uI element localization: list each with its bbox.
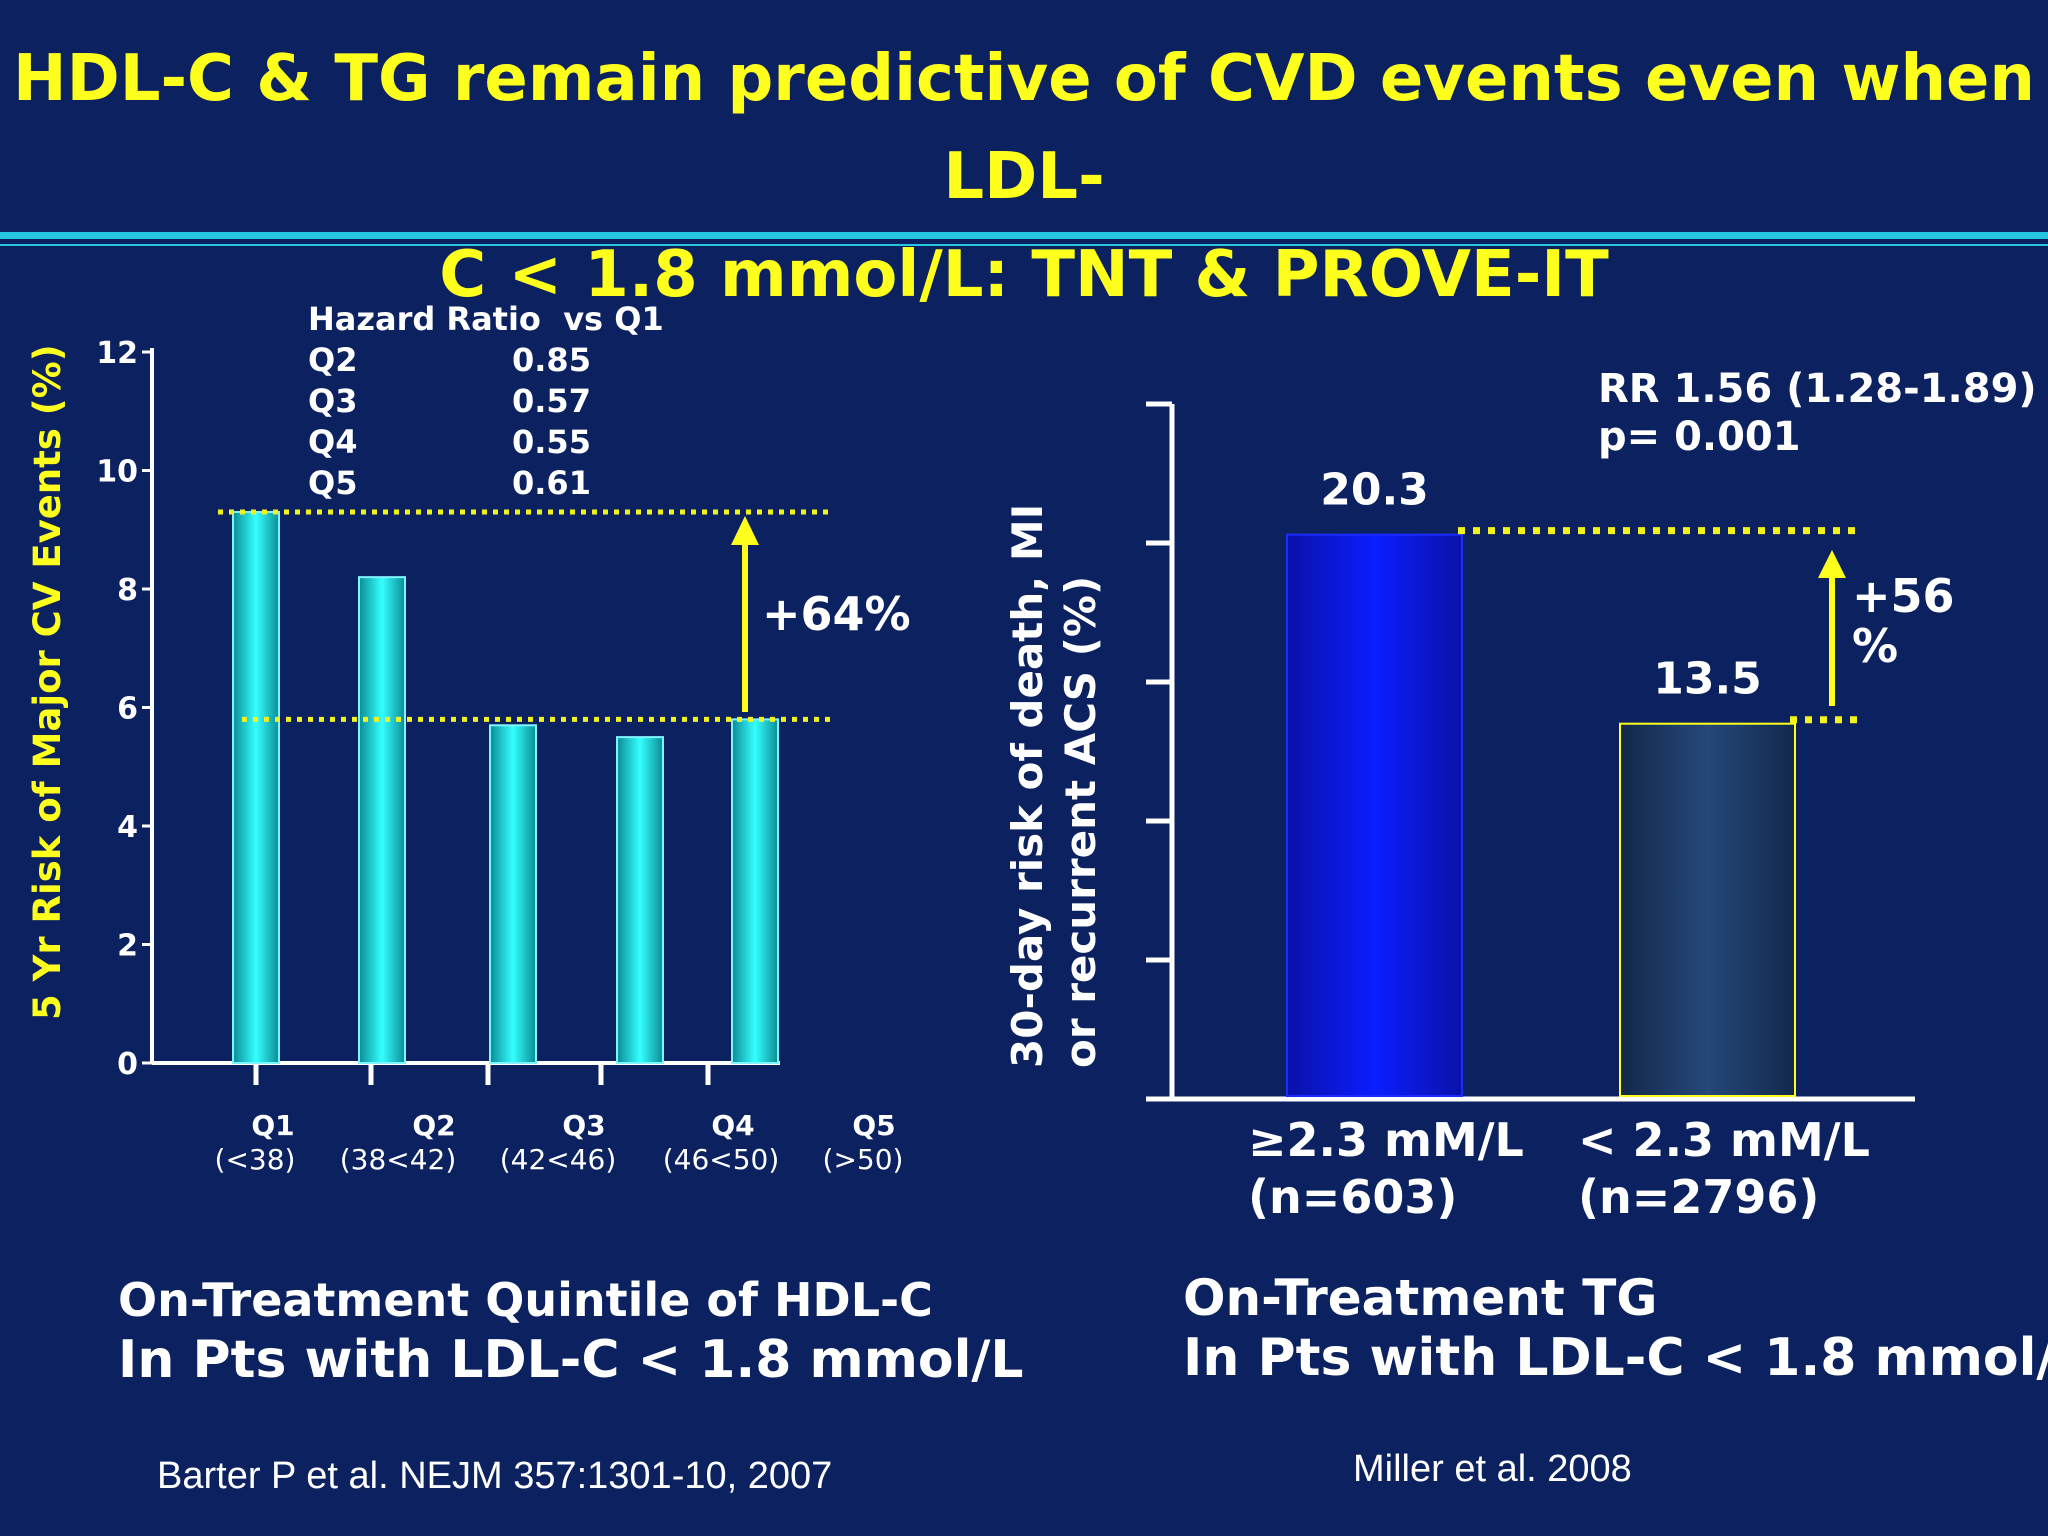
left-y-axis-label: 5 Yr Risk of Major CV Events (%) xyxy=(26,344,69,1020)
left-y-tick-label: 4 xyxy=(117,810,138,845)
right-value-label: 20.3 xyxy=(1320,465,1429,516)
left-x-category-sublabel: (46<50) xyxy=(663,1143,780,1176)
slide-title-line2: C < 1.8 mmol/L: TNT & PROVE-IT xyxy=(439,238,1609,312)
title-rule xyxy=(0,232,2048,239)
right-x-category-label: < 2.3 mM/L xyxy=(1578,1113,1870,1167)
right-caption: On-Treatment TG In Pts with LDL-C < 1.8 … xyxy=(1183,1268,2048,1388)
rr-line1: RR 1.56 (1.28-1.89) xyxy=(1598,366,2037,412)
left-y-tick-label: 10 xyxy=(96,455,138,490)
left-axes: 0 2 4 6 8 10 12 xyxy=(96,336,780,1085)
right-y-axis-label-line1: 30-day risk of death, MI xyxy=(1003,504,1052,1068)
hr-row-q3-value: 0.57 xyxy=(512,382,591,420)
left-x-category-label: Q3 xyxy=(562,1109,605,1142)
right-x-labels: ≥2.3 mM/L(n=603) < 2.3 mM/L(n=2796) xyxy=(1248,1113,1870,1224)
right-annotation: +56 % xyxy=(1852,569,1955,673)
left-annotation: +64% xyxy=(762,587,911,641)
left-chart: 5 Yr Risk of Major CV Events (%) 0 2 4 6 8 10… xyxy=(26,300,911,1176)
left-caption-line2: In Pts with LDL-C < 1.8 mmol/L xyxy=(118,1330,1024,1390)
slide-title-line1: HDL-C & TG remain predictive of CVD even… xyxy=(13,42,2035,214)
left-bar xyxy=(616,736,664,1064)
left-bar xyxy=(731,718,779,1064)
hr-row-q4-value: 0.55 xyxy=(512,423,591,461)
left-bar xyxy=(489,724,537,1065)
left-bar xyxy=(358,576,406,1065)
hr-table: Hazard Ratio vs Q1 Q2 0.85 Q3 0.57 Q4 0.… xyxy=(308,300,664,502)
right-caption-line1: On-Treatment TG xyxy=(1183,1269,1658,1327)
left-caption-line1: On-Treatment Quintile of HDL-C xyxy=(118,1273,933,1327)
left-bar xyxy=(232,510,280,1065)
right-annotation-line2: % xyxy=(1852,619,1898,673)
hr-row-q2-value: 0.85 xyxy=(512,341,591,379)
right-x-category-sublabel: (n=2796) xyxy=(1578,1170,1819,1224)
left-reference-lines xyxy=(218,509,832,722)
hr-row-q2-label: Q2 xyxy=(308,341,357,379)
left-x-labels: Q1(<38) Q2(38<42) Q3(42<46) Q4(46<50) Q5(>50… xyxy=(215,1109,904,1176)
left-x-category-sublabel: (42<46) xyxy=(500,1143,617,1176)
left-y-tick-label: 2 xyxy=(117,929,138,964)
right-axes xyxy=(1146,401,1915,1102)
right-bar xyxy=(1286,533,1463,1097)
title-rule-thin xyxy=(0,244,2048,246)
left-bars xyxy=(232,510,779,1065)
hr-row-q4-label: Q4 xyxy=(308,423,357,461)
left-x-category-label: Q4 xyxy=(711,1109,754,1142)
left-citation: Barter P et al. NEJM 357:1301-10, 2007 xyxy=(157,1455,833,1497)
left-arrow xyxy=(731,516,759,712)
rr-stats: RR 1.56 (1.28-1.89) p= 0.001 xyxy=(1598,366,2037,460)
left-y-tick-label: 8 xyxy=(117,573,138,608)
right-annotation-line1: +56 xyxy=(1852,569,1955,623)
left-x-category-sublabel: (38<42) xyxy=(340,1143,457,1176)
right-bar xyxy=(1619,722,1796,1097)
right-value-labels: 20.3 13.5 xyxy=(1320,465,1762,705)
hr-table-header: Hazard Ratio vs Q1 xyxy=(308,300,664,338)
right-bars xyxy=(1286,533,1796,1097)
right-arrow xyxy=(1818,550,1846,706)
hr-row-q3-label: Q3 xyxy=(308,382,357,420)
left-x-category-label: Q5 xyxy=(852,1109,895,1142)
slide-title: HDL-C & TG remain predictive of CVD even… xyxy=(0,30,2048,324)
rr-line2: p= 0.001 xyxy=(1598,414,1801,460)
right-y-axis-label: 30-day risk of death, MI or recurrent AC… xyxy=(1003,504,1105,1068)
right-citation: Miller et al. 2008 xyxy=(1353,1448,1632,1490)
right-y-axis-label-line2: or recurrent ACS (%) xyxy=(1056,576,1105,1068)
right-x-category-sublabel: (n=603) xyxy=(1248,1170,1457,1224)
right-chart: 30-day risk of death, MI or recurrent AC… xyxy=(1003,366,2037,1224)
hr-row-q5-value: 0.61 xyxy=(512,464,591,502)
left-caption: On-Treatment Quintile of HDL-C In Pts wi… xyxy=(118,1270,1024,1390)
left-y-tick-label: 0 xyxy=(117,1047,138,1082)
right-value-label: 13.5 xyxy=(1653,654,1762,705)
left-x-category-sublabel: (>50) xyxy=(823,1143,904,1176)
left-x-category-label: Q2 xyxy=(412,1109,455,1142)
hr-row-q5-label: Q5 xyxy=(308,464,357,502)
left-y-tick-label: 12 xyxy=(96,336,138,371)
left-y-tick-label: 6 xyxy=(117,692,138,727)
left-x-category-sublabel: (<38) xyxy=(215,1143,296,1176)
right-x-category-label: ≥2.3 mM/L xyxy=(1248,1113,1524,1167)
right-caption-line2: In Pts with LDL-C < 1.8 mmol/ xyxy=(1183,1328,2048,1388)
left-x-category-label: Q1 xyxy=(251,1109,294,1142)
right-reference-lines xyxy=(1458,527,1862,724)
